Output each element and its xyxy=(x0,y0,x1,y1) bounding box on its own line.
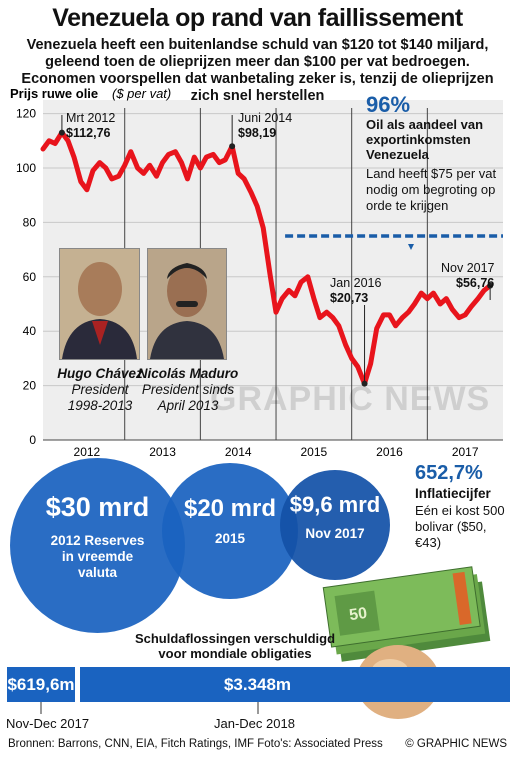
annotation-jun2014-date: Juni 2014 xyxy=(238,111,293,125)
oil-price-line xyxy=(40,130,493,387)
annotation-point xyxy=(229,143,236,150)
page-subtitle: Venezuela heeft een buitenlandse schuld … xyxy=(21,37,494,104)
annotation-point xyxy=(58,129,65,136)
debt-2017-period: Nov-Dec 2017 xyxy=(6,716,90,731)
credit: © GRAPHIC NEWS xyxy=(405,738,507,750)
y-tick-label: 100 xyxy=(16,161,36,175)
debt-bar-2018-tail xyxy=(435,667,510,702)
svg-text:50: 50 xyxy=(348,605,368,624)
annotation-jun2014-value: $98,19 xyxy=(238,126,277,140)
reserves-nov2017-amount: $9,6 mrd xyxy=(289,492,381,517)
caption-maduro: Nicolás Maduro President sinds April 201… xyxy=(136,366,240,414)
sources: Bronnen: Barrons, CNN, EIA, Fitch Rating… xyxy=(8,738,383,750)
reserves-2012-amount: $30 mrd xyxy=(45,492,150,522)
annotation-jan2016-value: $20,73 xyxy=(330,291,369,305)
debt-2018-amount: $3.348m xyxy=(223,675,292,694)
photo-nicolas-maduro xyxy=(147,248,227,360)
reserves-2015-label: 2015 xyxy=(214,531,246,546)
y-tick-label: 0 xyxy=(29,433,36,447)
y-tick-label: 20 xyxy=(23,379,37,393)
export-share-value: 96% xyxy=(366,92,411,117)
x-tick-label: 2016 xyxy=(376,445,403,459)
annotation-mar2012-value: $112,76 xyxy=(66,126,111,140)
annotation-mar2012-date: Mrt 2012 xyxy=(66,111,116,125)
annotation-nov2017-value: $56,76 xyxy=(456,276,495,290)
chart-unit: ($ per vat) xyxy=(112,86,171,101)
x-tick-label: 2014 xyxy=(225,445,252,459)
chavez-years: 1998-2013 xyxy=(67,398,133,413)
chart-title: Prijs ruwe olie xyxy=(10,86,98,101)
reserves-bubble-2012: $30 mrd 2012 Reserves in vreemde valuta xyxy=(10,458,185,633)
debt-period-brackets xyxy=(40,702,259,714)
annotation-nov2017-date: Nov 2017 xyxy=(441,261,495,275)
caption-chavez: Hugo Chávez President 1998-2013 xyxy=(52,366,148,414)
portrait-icon xyxy=(148,249,226,359)
y-axis-labels: 0 20 40 60 80 100 120 xyxy=(16,107,36,447)
y-tick-label: 40 xyxy=(23,324,37,338)
photo-hugo-chavez xyxy=(59,248,140,360)
page-title: Venezuela op rand van faillissement xyxy=(52,4,463,32)
debt-bar-2018: $3.348m xyxy=(80,667,435,702)
reserves-bubble-2015: $20 mrd 2015 xyxy=(162,463,298,599)
y-tick-label: 60 xyxy=(23,270,37,284)
reserves-bubble-nov2017: $9,6 mrd Nov 2017 xyxy=(280,470,390,580)
x-axis-labels: 2012 2013 2014 2015 2016 2017 xyxy=(74,445,479,459)
debt-label: Schuldaflossingen verschuldigd voor mond… xyxy=(134,631,336,661)
watermark: GRAPHIC NEWS xyxy=(210,380,491,418)
y-tick-label: 80 xyxy=(23,215,37,229)
inflation-label: Inflatiecijfer xyxy=(415,486,491,501)
maduro-role: President sinds xyxy=(141,382,235,397)
inflation-value: 652,7% xyxy=(415,462,483,484)
reserves-2012-label: 2012 Reserves in vreemde valuta xyxy=(50,533,145,580)
maduro-years: April 2013 xyxy=(157,398,219,413)
x-tick-label: 2013 xyxy=(149,445,176,459)
x-tick-label: 2012 xyxy=(74,445,101,459)
annotation-point xyxy=(487,282,494,289)
x-tick-label: 2017 xyxy=(452,445,479,459)
debt-2017-amount: $619,6m xyxy=(7,675,75,694)
budget-note: Land heeft $75 per vat nodig om begrotin… xyxy=(366,166,497,213)
annotation-jan2016-date: Jan 2016 xyxy=(330,276,382,290)
x-tick-label: 2015 xyxy=(301,445,328,459)
debt-2018-period: Jan-Dec 2018 xyxy=(214,716,295,731)
inflation-note: Eén ei kost 500 bolivar ($50, €43) xyxy=(415,503,505,550)
maduro-name: Nicolás Maduro xyxy=(137,366,239,381)
debt-bar-2017: $619,6m xyxy=(7,667,75,702)
threshold-arrow-icon xyxy=(408,244,414,250)
annotation-point xyxy=(361,380,368,387)
chavez-name: Hugo Chávez xyxy=(57,366,143,381)
y-tick-label: 120 xyxy=(16,107,36,121)
portrait-icon xyxy=(60,249,139,359)
export-share-label: Oil als aandeel van exportinkomsten Vene… xyxy=(366,117,484,162)
chavez-role: President xyxy=(71,382,129,397)
reserves-2015-amount: $20 mrd xyxy=(183,495,277,522)
banknotes-icon: 50 xyxy=(322,566,491,662)
annotation-markers xyxy=(58,115,494,387)
reserves-nov2017-label: Nov 2017 xyxy=(305,526,365,541)
